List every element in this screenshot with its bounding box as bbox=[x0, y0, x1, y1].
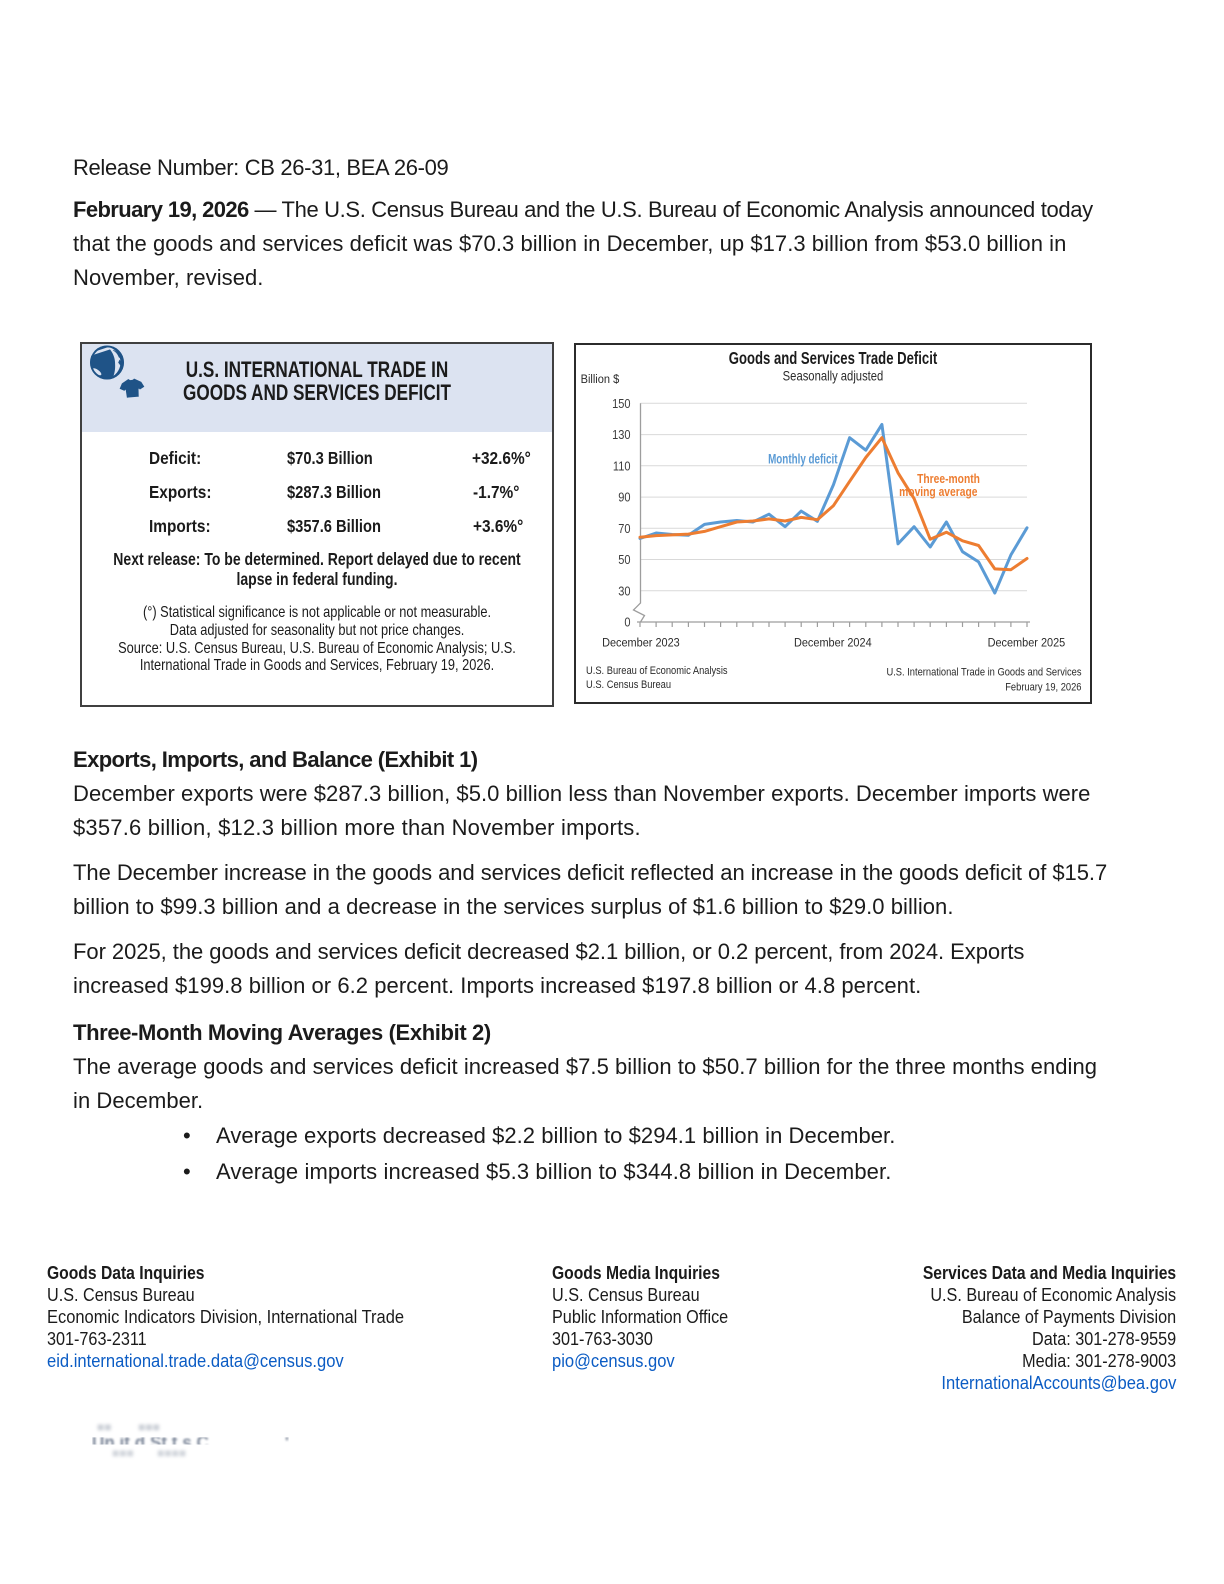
svg-text:U.S. International Trade in Go: U.S. International Trade in Goods and Se… bbox=[886, 667, 1081, 679]
svg-text:150: 150 bbox=[612, 396, 631, 411]
svg-text:30: 30 bbox=[618, 583, 631, 598]
svg-text:Three-month: Three-month bbox=[917, 471, 980, 487]
svg-text:U.S. Census Bureau: U.S. Census Bureau bbox=[586, 679, 671, 691]
svg-text:December 2024: December 2024 bbox=[794, 637, 872, 650]
svg-text:50: 50 bbox=[618, 552, 631, 567]
svg-text:moving average: moving average bbox=[899, 484, 978, 500]
svg-text:December 2023: December 2023 bbox=[602, 637, 680, 650]
svg-text:U.S. Bureau of Economic Analys: U.S. Bureau of Economic Analysis bbox=[586, 665, 728, 677]
svg-text:Seasonally adjusted: Seasonally adjusted bbox=[783, 369, 884, 384]
svg-text:December 2025: December 2025 bbox=[988, 637, 1066, 650]
svg-text:February 19, 2026: February 19, 2026 bbox=[1005, 682, 1082, 694]
svg-text:90: 90 bbox=[618, 490, 631, 505]
svg-text:70: 70 bbox=[618, 521, 631, 536]
svg-text:Monthly deficit: Monthly deficit bbox=[768, 451, 837, 467]
svg-text:110: 110 bbox=[613, 458, 631, 473]
svg-text:Goods and Services Trade Defic: Goods and Services Trade Deficit bbox=[729, 349, 937, 368]
svg-text:0: 0 bbox=[624, 615, 630, 630]
svg-text:Billion $: Billion $ bbox=[581, 374, 620, 386]
svg-text:130: 130 bbox=[612, 427, 631, 442]
